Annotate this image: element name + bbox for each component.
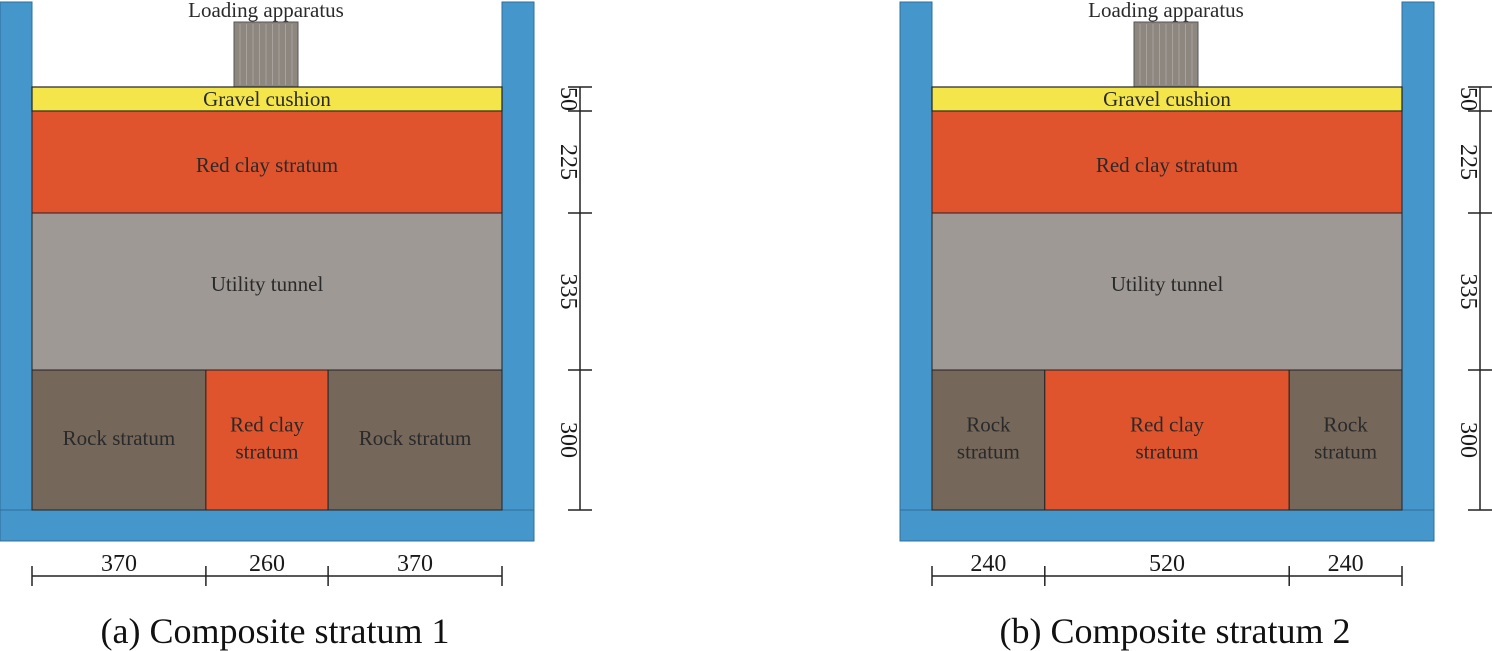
rock-stratum-right-label-line-1: Rock (1323, 413, 1368, 437)
height-dimension: 50 225 335 300 (555, 86, 592, 511)
base-plate (899, 509, 1435, 542)
red-clay-layer (931, 110, 1403, 214)
height-value-2: 225 (555, 144, 581, 180)
red-clay-stratum-bottom-label-line-1: Red clay (230, 413, 305, 437)
rock-stratum-left-label-line-1: Rock (966, 413, 1011, 437)
gravel-cushion-label: Gravel cushion (1103, 87, 1231, 111)
height-value-1: 50 (555, 87, 581, 111)
height-value-4: 300 (1455, 422, 1481, 458)
utility-tunnel-layer (931, 212, 1403, 371)
height-value-1: 50 (1455, 87, 1481, 111)
left-wall (899, 1, 933, 511)
rock-stratum-left-block (31, 369, 207, 511)
red-clay-label: Red clay stratum (1096, 153, 1238, 177)
panel-a: Loading apparatus Gravel cushion Red clay … (0, 0, 592, 651)
red-clay-stratum-bottom-label-line-2: stratum (236, 440, 299, 464)
rock-stratum-right-block (1288, 369, 1403, 511)
rock-stratum-right-label-line-2: stratum (1314, 440, 1377, 464)
utility-tunnel-label: Utility tunnel (1111, 272, 1224, 296)
right-wall (1401, 1, 1435, 511)
red-clay-stratum-bottom-block (205, 369, 329, 511)
loading-apparatus-label: Loading apparatus (1088, 0, 1244, 22)
width-value-2: 520 (1149, 551, 1185, 577)
width-dimension: 240 520 240 (931, 551, 1403, 586)
right-wall (501, 1, 535, 511)
width-value-3: 370 (397, 551, 433, 577)
rock-stratum-right-block (327, 369, 503, 511)
width-value-1: 370 (101, 551, 137, 577)
loading-apparatus-label: Loading apparatus (188, 0, 344, 22)
width-value-2: 260 (249, 551, 285, 577)
rock-stratum-left-block (931, 369, 1046, 511)
red-clay-stratum-bottom-label-line-1: Red clay (1130, 413, 1205, 437)
red-clay-stratum-bottom-label-line-2: stratum (1136, 440, 1199, 464)
red-clay-label: Red clay stratum (196, 153, 338, 177)
rock-stratum-left-label-line-1: Rock stratum (63, 426, 176, 450)
height-value-2: 225 (1455, 144, 1481, 180)
utility-tunnel-layer (31, 212, 503, 371)
rock-stratum-left-label-line-2: stratum (957, 440, 1020, 464)
width-dimension: 370 260 370 (31, 551, 503, 586)
red-clay-stratum-bottom-block (1044, 369, 1290, 511)
panel-b: Loading apparatus Gravel cushion Red clay … (899, 0, 1492, 651)
left-wall (0, 1, 33, 511)
height-value-3: 335 (555, 274, 581, 310)
rock-stratum-right-label-line-1: Rock stratum (359, 426, 472, 450)
height-value-4: 300 (555, 422, 581, 458)
utility-tunnel-label: Utility tunnel (211, 272, 324, 296)
width-value-3: 240 (1328, 551, 1364, 577)
gravel-cushion-layer (931, 86, 1403, 112)
panel-caption: (b) Composite stratum 2 (1000, 611, 1351, 651)
base-plate (0, 509, 535, 542)
panel-caption: (a) Composite stratum 1 (101, 611, 450, 651)
height-value-3: 335 (1455, 274, 1481, 310)
gravel-cushion-label: Gravel cushion (203, 87, 331, 111)
width-value-1: 240 (970, 551, 1006, 577)
height-dimension: 50 225 335 300 (1455, 86, 1492, 511)
